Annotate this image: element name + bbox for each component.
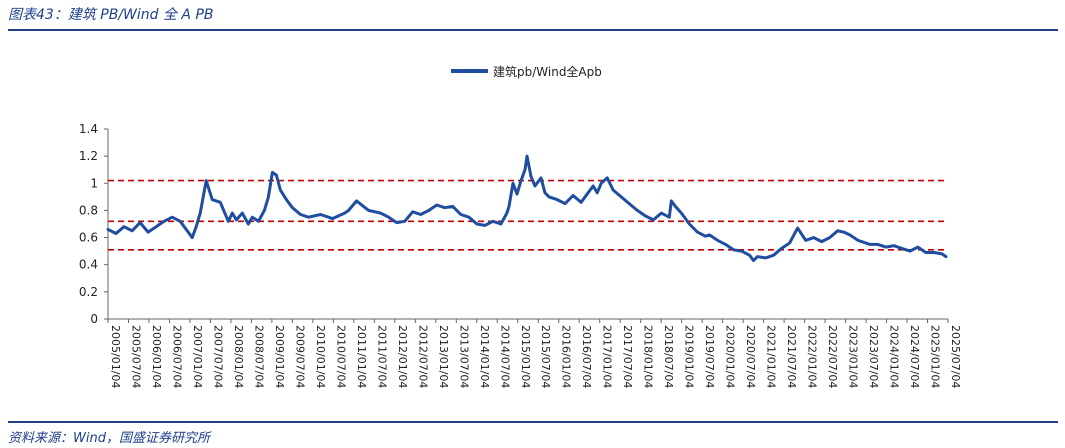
x-tick-label: 2012/01/04 <box>396 325 409 388</box>
x-tick-label: 2023/01/04 <box>847 325 860 388</box>
x-tick-label: 2006/01/04 <box>150 325 163 388</box>
y-tick-label: 0.2 <box>79 285 98 299</box>
y-tick-label: 0 <box>90 312 98 326</box>
x-tick-label: 2014/01/04 <box>478 325 491 388</box>
x-tick-label: 2014/07/04 <box>498 325 511 388</box>
x-tick-label: 2011/01/04 <box>355 325 368 388</box>
x-tick-label: 2013/07/04 <box>457 325 470 388</box>
x-tick-label: 2005/01/04 <box>109 325 122 388</box>
x-tick-label: 2017/07/04 <box>621 325 634 388</box>
x-tick-label: 2015/07/04 <box>539 325 552 388</box>
x-axis: 2005/01/04 2005/07/04 2006/01/04 2006/07/04… <box>107 318 962 388</box>
x-tick-label: 2022/07/04 <box>826 325 839 388</box>
x-tick-label: 2023/07/04 <box>867 325 880 388</box>
x-tick-label: 2012/07/04 <box>416 325 429 388</box>
x-tick-label: 2005/07/04 <box>129 325 142 388</box>
x-tick-label: 2020/01/04 <box>724 325 737 388</box>
bottom-divider <box>8 421 1058 423</box>
x-tick-label: 2007/07/04 <box>211 325 224 388</box>
x-tick-label: 2020/07/04 <box>744 325 757 388</box>
x-tick-label: 2008/07/04 <box>252 325 265 388</box>
x-tick-label: 2016/07/04 <box>580 325 593 388</box>
x-tick-label: 2018/07/04 <box>662 325 675 388</box>
y-axis: 0 0.2 0.4 0.6 0.8 1 1.2 1.4 <box>79 122 109 326</box>
x-tick-label: 2024/01/04 <box>888 325 901 388</box>
x-tick-label: 2017/01/04 <box>601 325 614 388</box>
x-tick-label: 2025/01/04 <box>929 325 942 388</box>
y-tick-label: 1 <box>90 176 98 190</box>
series-layer <box>106 154 948 263</box>
y-tick-label: 0.8 <box>79 203 98 217</box>
top-divider <box>8 29 1058 31</box>
pb-ratio-chart: 建筑pb/Wind全Apb 0 0.2 0.4 0.6 0.8 1 1.2 1.4 2005/… <box>79 64 962 388</box>
chart-legend: 建筑pb/Wind全Apb <box>451 64 602 79</box>
x-tick-label: 2008/01/04 <box>232 325 245 388</box>
x-tick-label: 2015/01/04 <box>519 325 532 388</box>
y-tick-label: 1.4 <box>79 122 98 136</box>
x-tick-label: 2006/07/04 <box>170 325 183 388</box>
x-tick-label: 2007/01/04 <box>191 325 204 388</box>
x-tick-label: 2024/07/04 <box>908 325 921 388</box>
x-tick-label: 2019/01/04 <box>683 325 696 388</box>
x-tick-label: 2025/07/04 <box>949 325 962 388</box>
x-tick-label: 2013/01/04 <box>437 325 450 388</box>
y-tick-label: 1.2 <box>79 149 98 163</box>
y-tick-label: 0.6 <box>79 231 98 245</box>
x-tick-label: 2022/01/04 <box>806 325 819 388</box>
legend-label: 建筑pb/Wind全Apb <box>493 64 602 79</box>
x-tick-label: 2009/01/04 <box>273 325 286 388</box>
figure-title: 图表43：建筑 PB/Wind 全 A PB <box>8 7 214 23</box>
x-tick-label: 2011/07/04 <box>375 325 388 388</box>
x-tick-label: 2010/01/04 <box>314 325 327 388</box>
source-note: 资料来源：Wind，国盛证券研究所 <box>8 431 210 446</box>
series-line <box>106 154 948 263</box>
x-tick-label: 2018/01/04 <box>642 325 655 388</box>
x-tick-label: 2021/07/04 <box>785 325 798 388</box>
y-tick-label: 0.4 <box>79 258 98 272</box>
x-tick-label: 2016/01/04 <box>560 325 573 388</box>
x-tick-label: 2021/01/04 <box>765 325 778 388</box>
x-tick-label: 2009/07/04 <box>293 325 306 388</box>
x-tick-label: 2010/07/04 <box>334 325 347 388</box>
x-tick-label: 2019/07/04 <box>703 325 716 388</box>
